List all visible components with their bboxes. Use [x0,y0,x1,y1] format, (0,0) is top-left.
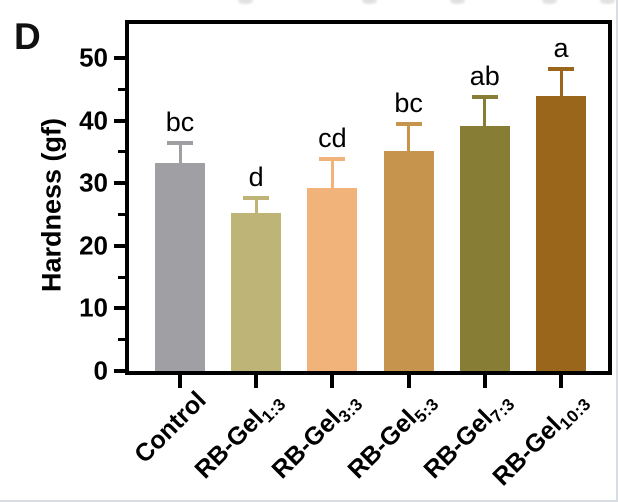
significance-letter: d [248,162,264,193]
y-major-tick [114,306,125,311]
error-bar-stem [407,123,411,151]
x-tick [178,375,182,388]
panel-letter-label: D [14,16,41,57]
y-minor-tick [118,150,125,154]
bar-rb-gel-5:3 [383,150,434,371]
bar-control [155,163,205,371]
error-bar-cap [167,141,193,146]
error-bar-cap [243,196,270,201]
significance-letter: cd [318,122,347,153]
bar-rb-gel-3:3 [307,187,358,371]
bar-rb-gel-1:3 [231,213,282,371]
cropped-text-artifact [600,0,615,4]
y-tick-label: 0 [93,355,108,386]
significance-letter: ab [469,61,500,92]
y-major-tick [114,369,125,373]
error-bar-stem [254,198,258,214]
y-major-tick [114,243,125,248]
error-bar-cap [319,156,346,161]
cropped-text-artifact [362,0,377,4]
x-tick [406,375,411,388]
error-bar-stem [178,143,182,164]
error-bar-stem [483,97,487,126]
error-bar-cap [548,66,574,71]
y-major-tick [114,181,125,186]
significance-letter: bc [165,107,195,138]
cropped-text-artifact [238,0,253,4]
plot-frame [125,20,612,375]
error-bar-cap [471,95,498,100]
x-tick [254,375,259,388]
significance-letter: bc [394,87,423,118]
y-minor-tick [118,213,125,216]
significance-letter: a [553,32,569,63]
y-minor-tick [118,338,125,342]
y-tick-label: 20 [79,230,108,261]
y-axis-title: Hardness (gf) [36,117,67,293]
y-major-tick [114,56,125,60]
y-tick-label: 10 [79,292,108,323]
error-bar-cap [395,121,422,126]
error-bar-stem [559,68,563,96]
cropped-text-artifact [542,0,557,4]
y-tick-label: 50 [79,42,108,73]
y-minor-tick [118,275,125,279]
x-tick [559,375,563,388]
error-bar-stem [330,158,334,188]
x-tick [330,375,335,388]
y-tick-label: 40 [79,105,108,136]
plot-area: bc d cd bc ab a [129,24,608,371]
y-minor-tick [118,87,125,91]
x-tick [482,375,487,388]
bar-rb-gel-7:3 [459,125,510,371]
y-major-tick [114,118,125,123]
bar-rb-gel-10:3 [536,95,586,371]
y-tick-label: 30 [79,167,108,198]
cropped-text-artifact [450,0,465,4]
